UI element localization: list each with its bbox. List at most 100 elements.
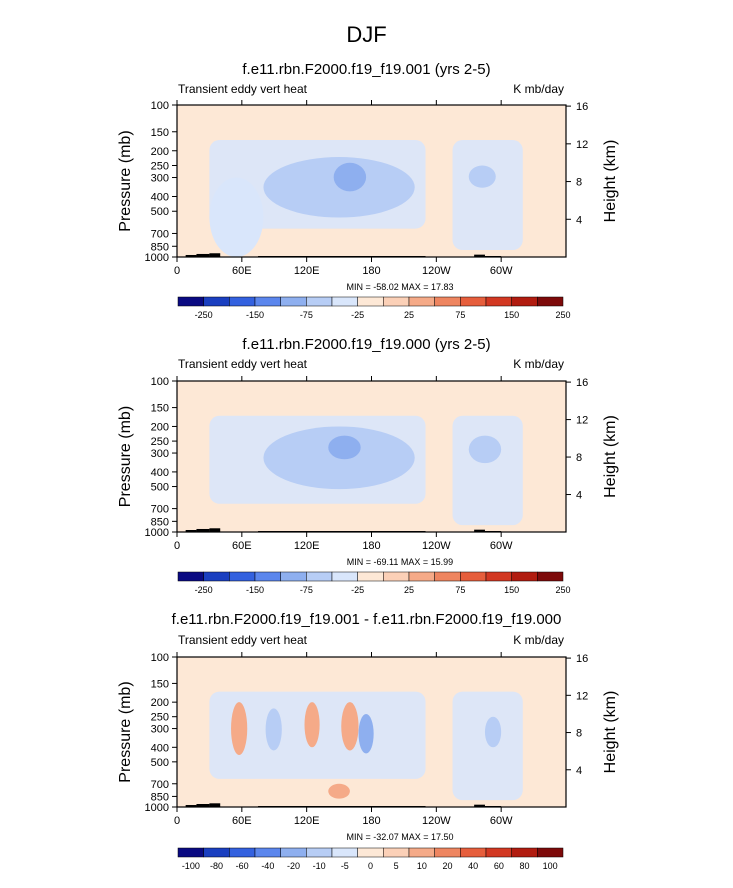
panel-3-xtick-label-2: 120E: [294, 815, 320, 827]
panel-3-ytick-label-7: 700: [151, 779, 169, 791]
panel-2-y2tick-label-1: 12: [576, 415, 588, 427]
panel-2-field-band-west: [452, 415, 523, 526]
panel-3-variable-label: Transient eddy vert heat: [178, 633, 307, 647]
panel-3-colorbar-swatch-0: [177, 847, 204, 858]
panel-1-terrain-2: [209, 253, 221, 257]
panel-2-units-label: K mb/day: [513, 357, 564, 371]
panel-3-colorbar-swatch-2: [229, 847, 256, 858]
panel-3-ytick-label-9: 1000: [145, 802, 169, 814]
panel-3-xtick-label-3: 180: [362, 815, 380, 827]
panel-3-colorbar-swatch-7: [357, 847, 384, 858]
panel-2-xtick-label-4: 120W: [422, 540, 451, 552]
panel-1-colorbar-label-4: 25: [404, 310, 414, 320]
panel-1-xtick-label-5: 60W: [490, 265, 513, 277]
panel-1-colorbar-label-1: -150: [246, 310, 264, 320]
panel-1-ytick-label-8: 850: [151, 241, 169, 253]
panel-3-minmax: MIN = -32.07 MAX = 17.50: [346, 832, 454, 842]
panel-3-colorbar-swatch-5: [306, 847, 333, 858]
panel-3-terrain-1: [196, 804, 210, 807]
panel-2-y2tick-label-2: 8: [576, 452, 582, 464]
panel-2-feature-1: [328, 435, 361, 460]
panel-1-colorbar-label-6: 150: [504, 310, 519, 320]
panel-3-colorbar-swatch-13: [511, 847, 538, 858]
panel-1-xtick-label-4: 120W: [422, 265, 451, 277]
panel-1-ytick-label-3: 250: [151, 160, 169, 172]
panel-3-terrain-2: [209, 803, 221, 807]
panel-3-ylabel: Pressure (mb): [117, 681, 134, 782]
panel-3-colorbar-swatch-8: [383, 847, 410, 858]
panel-1-minmax: MIN = -58.02 MAX = 17.83: [346, 282, 454, 292]
panel-3-colorbar-label-3: -40: [261, 861, 274, 871]
panel-2-colorbar-label-3: -25: [351, 585, 364, 595]
panel-1-feature-1: [333, 162, 367, 192]
panel-2-y2tick-label-0: 16: [576, 377, 588, 389]
panel-3-feature-4: [358, 714, 374, 754]
panel-3-title: f.e11.rbn.F2000.f19_f19.001 - f.e11.rbn.…: [171, 611, 562, 628]
panel-2-terrain-4: [474, 529, 485, 532]
panel-3-colorbar-swatch-3: [254, 847, 281, 858]
panel-1-colorbar-swatch-14: [537, 296, 564, 307]
panel-3-terrain-4: [474, 804, 485, 807]
panel-2-ytick-label-6: 500: [151, 482, 169, 494]
panel-1-y2tick-label-2: 8: [576, 177, 582, 189]
panel-2-ytick-label-9: 1000: [145, 527, 169, 539]
panel-3-y2tick-label-3: 4: [576, 765, 582, 777]
panel-3-feature-5: [328, 783, 350, 799]
panel-2-y2tick-label-3: 4: [576, 490, 582, 502]
panel-2-colorbar-label-6: 150: [504, 585, 519, 595]
panel-2-ytick-label-5: 400: [151, 467, 169, 479]
panel-3-ytick-label-0: 100: [151, 652, 169, 664]
panel-3-y2tick-label-2: 8: [576, 728, 582, 740]
panel-2-ytick-label-8: 850: [151, 516, 169, 528]
panel-1-units-label: K mb/day: [513, 82, 564, 96]
panel-3-colorbar-swatch-14: [537, 847, 564, 858]
panel-3-terrain-0: [185, 805, 197, 807]
panel-3-colorbar-swatch-12: [485, 847, 512, 858]
panel-3-y2tick-label-0: 16: [576, 653, 588, 665]
panel-2-ytick-label-2: 200: [151, 421, 169, 433]
panel-2-xtick-label-3: 180: [362, 540, 380, 552]
panel-3-colorbar-label-13: 80: [519, 861, 529, 871]
panel-1-feature-2: [468, 165, 496, 188]
panel-2-colorbar-label-1: -150: [246, 585, 264, 595]
panel-1-y2tick-label-3: 4: [576, 214, 582, 226]
panel-1-terrain-0: [185, 254, 197, 257]
panel-1-feature-3: [209, 177, 264, 257]
panel-3-feature-6: [484, 716, 502, 748]
panel-1-ytick-label-7: 700: [151, 228, 169, 240]
panel-3-xtick-label-5: 60W: [490, 815, 513, 827]
panel-1-ytick-label-5: 400: [151, 192, 169, 204]
panel-3-colorbar-label-9: 10: [417, 861, 427, 871]
panel-1-ytick-label-2: 200: [151, 146, 169, 158]
panel-2-xtick-label-0: 0: [174, 540, 180, 552]
panel-3-colorbar-label-5: -10: [313, 861, 326, 871]
panel-1-ytick-label-6: 500: [151, 206, 169, 218]
panel-2-ytick-label-4: 300: [151, 448, 169, 460]
panel-3-y2label: Height (km): [602, 691, 619, 774]
panel-1-ylabel: Pressure (mb): [117, 130, 134, 231]
panel-2-colorbar-label-0: -250: [195, 585, 213, 595]
panel-3-y2tick-label-1: 12: [576, 690, 588, 702]
panel-2-colorbar-label-5: 75: [455, 585, 465, 595]
panel-1-colorbar-label-2: -75: [300, 310, 313, 320]
panel-2-feature-2: [468, 435, 502, 464]
panel-3-colorbar-swatch-6: [331, 847, 358, 858]
panel-3-colorbar-label-2: -60: [236, 861, 249, 871]
panel-3-ytick-label-1: 150: [151, 678, 169, 690]
panel-3-units-label: K mb/day: [513, 633, 564, 647]
panel-1-ytick-label-0: 100: [151, 100, 169, 112]
panel-3-colorbar-label-4: -20: [287, 861, 300, 871]
panel-1-colorbar-label-7: 250: [555, 310, 570, 320]
panel-1-title: f.e11.rbn.F2000.f19_f19.001 (yrs 2-5): [242, 61, 491, 78]
panel-3-colorbar-label-6: -5: [341, 861, 349, 871]
panel-2-y2label: Height (km): [602, 415, 619, 498]
panel-1-xtick-label-1: 60E: [232, 265, 252, 277]
panel-3-colorbar-label-10: 20: [442, 861, 452, 871]
panel-2-ytick-label-0: 100: [151, 376, 169, 388]
panel-1-xtick-label-3: 180: [362, 265, 380, 277]
panel-2-colorbar-label-4: 25: [404, 585, 414, 595]
panel-2-terrain-1: [196, 528, 210, 532]
panel-3-colorbar-label-0: -100: [182, 861, 200, 871]
